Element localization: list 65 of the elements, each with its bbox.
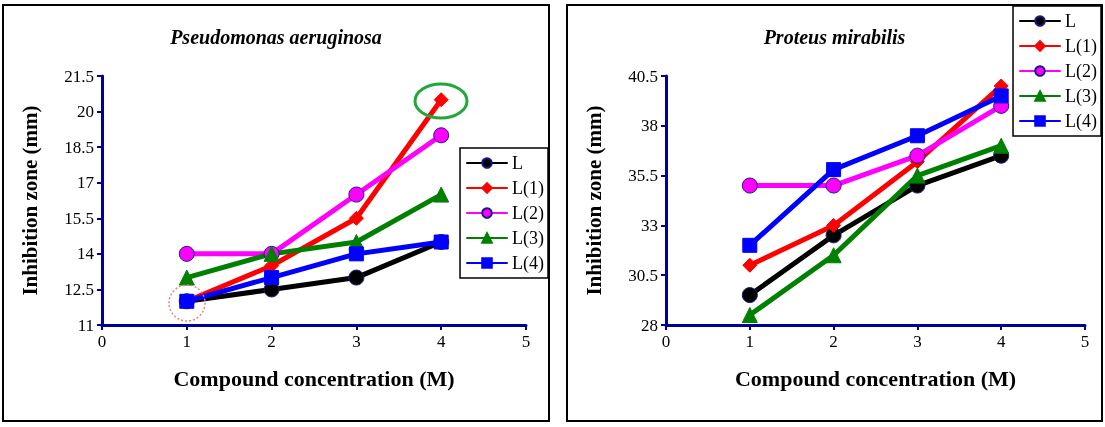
y-tick-label: 14: [77, 244, 95, 264]
point: [741, 177, 758, 194]
y-tick-label: 40.5: [628, 66, 658, 86]
y-tick-label: 33: [641, 215, 658, 235]
point: [178, 269, 195, 286]
legend-label: L(3): [1065, 86, 1098, 107]
legend-label: L: [1065, 11, 1077, 31]
x-tick-label: 0: [97, 332, 107, 351]
point: [993, 88, 1009, 104]
x-tick-label: 0: [661, 332, 671, 351]
y-tick-label: 15.5: [64, 208, 94, 228]
y-tick-label: 17: [77, 173, 95, 193]
chart-title: Proteus mirabilis: [762, 26, 906, 48]
legend-label: L(3): [512, 228, 545, 249]
y-tick-label: 30.5: [628, 265, 658, 285]
x-axis-title: Compound concentration (M): [734, 365, 1017, 391]
point: [825, 247, 842, 264]
x-tick-label: 2: [829, 332, 838, 351]
point: [348, 246, 364, 262]
point: [909, 128, 925, 144]
point: [348, 269, 365, 286]
point: [433, 127, 450, 144]
point: [264, 270, 280, 286]
x-tick-label: 5: [521, 332, 531, 351]
point: [826, 162, 842, 178]
point: [742, 237, 758, 253]
x-tick-label: 3: [913, 332, 922, 351]
point: [348, 210, 364, 226]
legend-label: L(2): [512, 203, 545, 224]
legend-label: L: [512, 153, 524, 173]
point: [433, 186, 450, 203]
legend-label: L(1): [512, 178, 545, 199]
point: [741, 287, 758, 304]
y-tick-label: 28: [641, 315, 658, 335]
point: [742, 257, 758, 273]
legend-label: L(4): [512, 253, 545, 274]
y-tick-label: 11: [77, 315, 94, 335]
y-tick-label: 18.5: [64, 137, 94, 157]
chart-title: Pseudomonas aeruginosa: [169, 26, 382, 49]
x-tick-label: 2: [267, 332, 276, 351]
x-tick-label: 1: [745, 332, 755, 351]
point: [825, 177, 842, 194]
legend-label: L(1): [1065, 36, 1098, 57]
y-tick-label: 12.5: [64, 279, 94, 299]
y-tick-label: 35.5: [628, 166, 658, 186]
point: [178, 245, 195, 262]
legend-label: L(2): [1065, 61, 1098, 82]
x-tick-label: 4: [436, 332, 446, 351]
x-axis-title: Compound concentration (M): [173, 365, 455, 391]
x-tick-label: 3: [352, 332, 361, 351]
y-tick-label: 21.5: [64, 66, 94, 86]
point: [909, 167, 926, 184]
legend-label: L(4): [1065, 111, 1098, 132]
y-tick-label: 38: [641, 116, 658, 136]
x-tick-label: 1: [182, 332, 192, 351]
point: [741, 307, 758, 324]
point: [993, 137, 1010, 154]
y-axis-title: Inhibition zone (mm): [581, 105, 606, 296]
x-tick-label: 4: [996, 332, 1006, 351]
point: [909, 147, 926, 164]
point: [826, 217, 842, 233]
y-tick-label: 20: [77, 102, 94, 122]
point: [348, 186, 365, 203]
y-axis-title: Inhibition zone (mm): [17, 105, 42, 296]
x-tick-label: 5: [1080, 332, 1090, 351]
